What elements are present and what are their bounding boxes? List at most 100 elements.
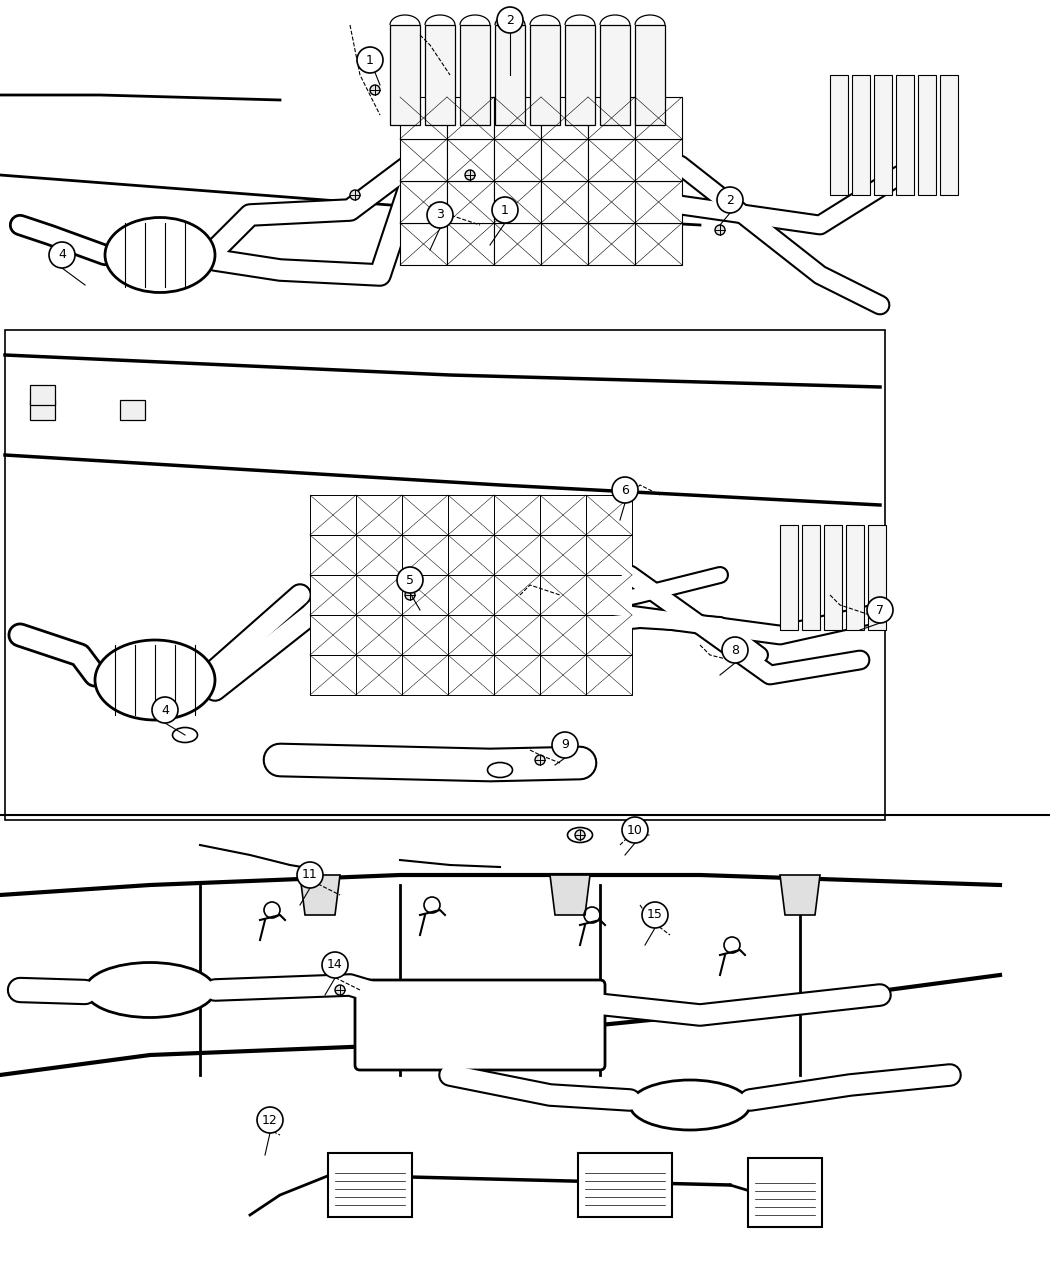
FancyBboxPatch shape	[328, 1153, 412, 1218]
Circle shape	[322, 952, 348, 978]
Polygon shape	[802, 525, 820, 630]
Circle shape	[536, 755, 545, 765]
Polygon shape	[495, 26, 525, 125]
Circle shape	[867, 597, 892, 623]
Circle shape	[505, 20, 514, 31]
Circle shape	[397, 567, 423, 593]
Polygon shape	[635, 181, 682, 223]
Polygon shape	[494, 655, 540, 695]
FancyBboxPatch shape	[355, 980, 605, 1070]
Polygon shape	[780, 525, 798, 630]
Polygon shape	[402, 655, 448, 695]
Polygon shape	[588, 181, 635, 223]
Polygon shape	[402, 575, 448, 615]
Circle shape	[717, 187, 743, 213]
Text: 6: 6	[621, 483, 629, 496]
Polygon shape	[494, 615, 540, 655]
Text: 15: 15	[647, 909, 663, 922]
Polygon shape	[540, 536, 586, 575]
Text: 1: 1	[366, 54, 374, 66]
Polygon shape	[310, 536, 356, 575]
Polygon shape	[447, 139, 494, 181]
Polygon shape	[120, 400, 145, 419]
Polygon shape	[402, 536, 448, 575]
FancyBboxPatch shape	[578, 1153, 672, 1218]
Polygon shape	[310, 575, 356, 615]
Polygon shape	[868, 525, 886, 630]
Circle shape	[427, 201, 453, 228]
Text: 12: 12	[262, 1113, 278, 1127]
Polygon shape	[600, 26, 630, 125]
Circle shape	[49, 242, 75, 268]
Polygon shape	[586, 575, 632, 615]
Polygon shape	[400, 139, 447, 181]
Polygon shape	[494, 495, 540, 536]
Polygon shape	[494, 223, 541, 265]
Polygon shape	[400, 181, 447, 223]
Polygon shape	[447, 181, 494, 223]
Polygon shape	[940, 75, 958, 195]
Polygon shape	[830, 75, 848, 195]
Polygon shape	[356, 615, 402, 655]
Polygon shape	[565, 26, 595, 125]
Polygon shape	[30, 400, 55, 419]
Circle shape	[497, 6, 523, 33]
Polygon shape	[588, 97, 635, 139]
Polygon shape	[540, 615, 586, 655]
Polygon shape	[30, 385, 55, 405]
Polygon shape	[356, 575, 402, 615]
Polygon shape	[852, 75, 870, 195]
Polygon shape	[300, 875, 340, 915]
Text: 2: 2	[726, 194, 734, 207]
Polygon shape	[494, 97, 541, 139]
Polygon shape	[310, 615, 356, 655]
Polygon shape	[494, 575, 540, 615]
Ellipse shape	[487, 762, 512, 778]
Ellipse shape	[94, 640, 215, 720]
Polygon shape	[448, 495, 493, 536]
Polygon shape	[780, 875, 820, 915]
Text: 1: 1	[501, 204, 509, 217]
Circle shape	[270, 1119, 280, 1130]
Polygon shape	[541, 181, 588, 223]
Circle shape	[357, 47, 383, 73]
Polygon shape	[530, 26, 560, 125]
Polygon shape	[402, 495, 448, 536]
Polygon shape	[425, 26, 455, 125]
Polygon shape	[494, 139, 541, 181]
Polygon shape	[824, 525, 842, 630]
Polygon shape	[550, 875, 590, 915]
Polygon shape	[448, 615, 493, 655]
Text: 5: 5	[406, 574, 414, 586]
Circle shape	[552, 732, 578, 759]
Polygon shape	[635, 97, 682, 139]
Polygon shape	[635, 139, 682, 181]
Polygon shape	[447, 97, 494, 139]
Polygon shape	[448, 536, 493, 575]
Circle shape	[575, 830, 585, 840]
Polygon shape	[494, 536, 540, 575]
FancyBboxPatch shape	[748, 1158, 822, 1227]
Circle shape	[405, 590, 415, 601]
Circle shape	[715, 224, 724, 235]
Text: 14: 14	[328, 959, 343, 972]
Text: 10: 10	[627, 824, 643, 836]
Circle shape	[612, 477, 638, 504]
Text: 4: 4	[58, 249, 66, 261]
Polygon shape	[447, 223, 494, 265]
Ellipse shape	[630, 1080, 750, 1130]
Text: 8: 8	[731, 644, 739, 657]
Polygon shape	[586, 615, 632, 655]
Polygon shape	[586, 536, 632, 575]
Circle shape	[642, 901, 668, 928]
Polygon shape	[635, 26, 665, 125]
Text: 7: 7	[876, 603, 884, 617]
Circle shape	[465, 170, 475, 180]
Circle shape	[297, 862, 323, 887]
Polygon shape	[356, 495, 402, 536]
Polygon shape	[390, 26, 420, 125]
Ellipse shape	[85, 963, 215, 1017]
Polygon shape	[541, 139, 588, 181]
Polygon shape	[494, 181, 541, 223]
Polygon shape	[541, 223, 588, 265]
